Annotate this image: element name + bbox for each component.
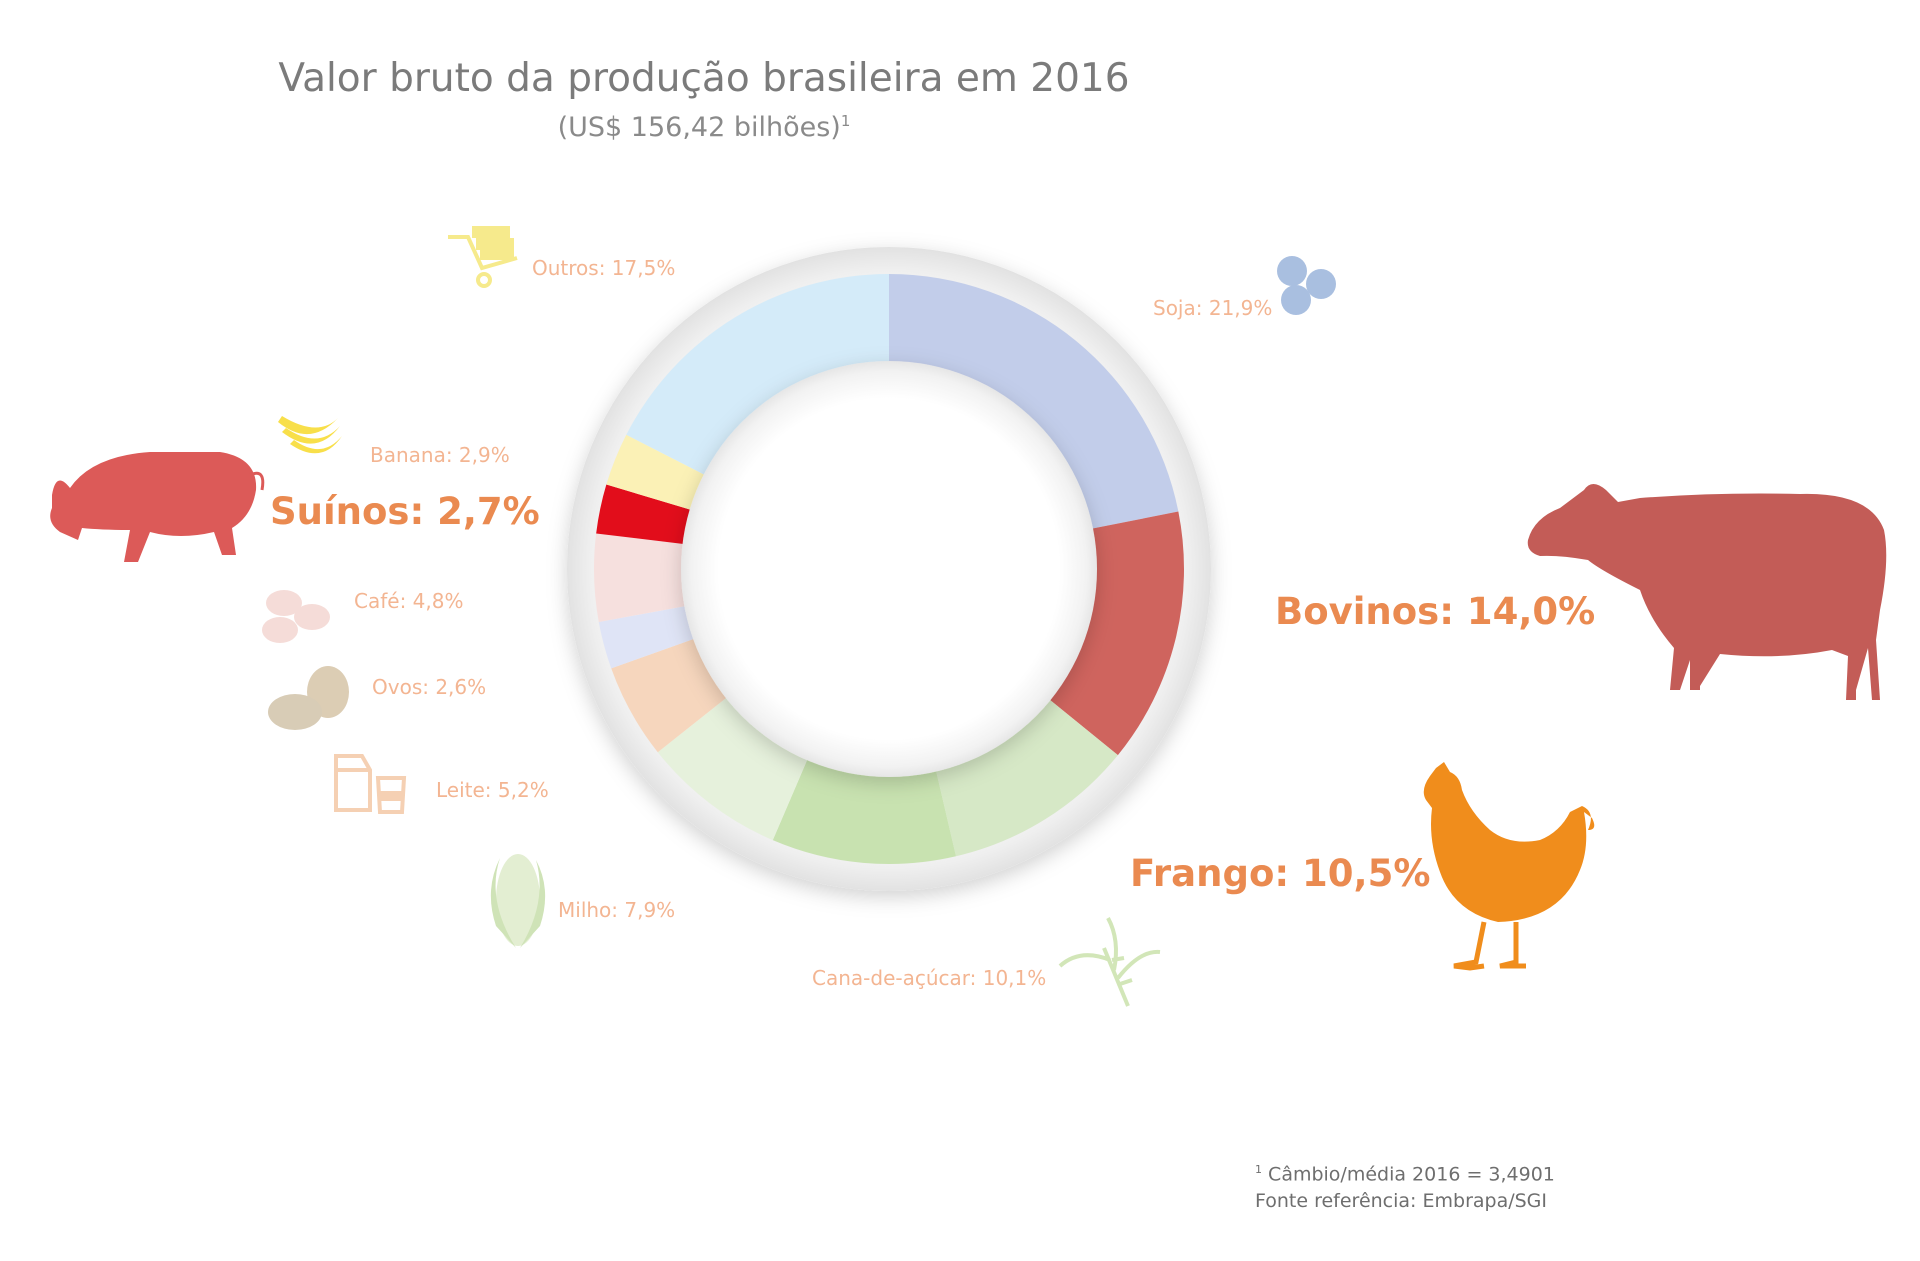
label-soja: Soja: 21,9% bbox=[1153, 296, 1273, 320]
label-ovos: Ovos: 2,6% bbox=[372, 675, 487, 699]
label-suinos: Suínos: 2,7% bbox=[270, 490, 540, 533]
chicken-icon bbox=[1423, 762, 1595, 971]
label-frango: Frango: 10,5% bbox=[1130, 852, 1431, 895]
donut-slice-3 bbox=[772, 757, 956, 865]
label-banana: Banana: 2,9% bbox=[370, 443, 510, 467]
milk-icon bbox=[334, 754, 407, 814]
label-bovinos: Bovinos: 14,0% bbox=[1275, 590, 1596, 633]
footnote-mark: 1 bbox=[1255, 1163, 1262, 1176]
label-outros: Outros: 17,5% bbox=[532, 256, 676, 280]
footnote-line-1: 1 Câmbio/média 2016 = 3,4901 bbox=[1255, 1156, 1555, 1188]
label-leite: Leite: 5,2% bbox=[436, 778, 549, 802]
chart-subtitle: (US$ 156,42 bilhões)1 bbox=[0, 112, 1408, 143]
cart-icon bbox=[448, 226, 518, 288]
cow-icon bbox=[1527, 484, 1887, 700]
donut-slices bbox=[594, 274, 1184, 865]
donut-slice-8 bbox=[596, 484, 693, 545]
donut-slice-7 bbox=[594, 533, 688, 622]
subtitle-text: (US$ 156,42 bilhões) bbox=[557, 112, 841, 143]
subtitle-footnote-mark: 1 bbox=[840, 112, 851, 130]
footnote-exchange-rate: Câmbio/média 2016 = 3,4901 bbox=[1268, 1163, 1555, 1186]
donut-slice-9 bbox=[606, 434, 707, 511]
donut-slice-10 bbox=[626, 274, 889, 476]
donut-slice-5 bbox=[611, 638, 729, 753]
donut-slice-6 bbox=[598, 605, 696, 669]
donut-slice-2 bbox=[935, 698, 1118, 857]
donut-slice-1 bbox=[1048, 511, 1184, 756]
pig-icon bbox=[50, 452, 265, 562]
footnote-line-2: Fonte referência: Embrapa/SGI bbox=[1255, 1190, 1548, 1213]
label-milho: Milho: 7,9% bbox=[558, 898, 676, 922]
coffee-bean-icon bbox=[262, 590, 330, 643]
chart-title: Valor bruto da produção brasileira em 20… bbox=[278, 56, 1130, 101]
label-cana: Cana-de-açúcar: 10,1% bbox=[812, 966, 1047, 990]
label-cafe: Café: 4,8% bbox=[354, 589, 464, 613]
eggs-icon bbox=[268, 666, 349, 730]
corn-icon bbox=[490, 854, 546, 948]
soybean-icon bbox=[1277, 256, 1336, 315]
donut-slice-4 bbox=[657, 696, 809, 841]
sugarcane-icon bbox=[1058, 917, 1161, 1007]
donut-slice-0 bbox=[889, 274, 1179, 530]
banana-icon bbox=[278, 416, 342, 454]
donut-inner-plate bbox=[681, 361, 1097, 777]
footnote: 1 Câmbio/média 2016 = 3,4901 Fonte refer… bbox=[1255, 1156, 1555, 1215]
